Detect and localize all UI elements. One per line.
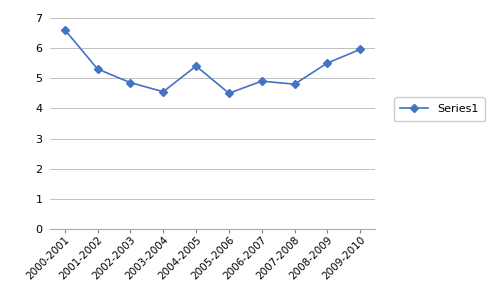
Series1 xyxy=(128,81,134,84)
Series1 xyxy=(357,48,363,51)
Series1 xyxy=(62,28,68,31)
Series1 xyxy=(94,67,100,71)
Legend: Series1: Series1 xyxy=(394,97,485,121)
Line: Series1: Series1 xyxy=(62,27,363,96)
Series1 xyxy=(193,64,199,68)
Series1 xyxy=(324,61,330,65)
Series1 xyxy=(160,90,166,93)
Series1 xyxy=(258,79,264,83)
Series1 xyxy=(226,91,232,95)
Series1 xyxy=(292,82,298,86)
